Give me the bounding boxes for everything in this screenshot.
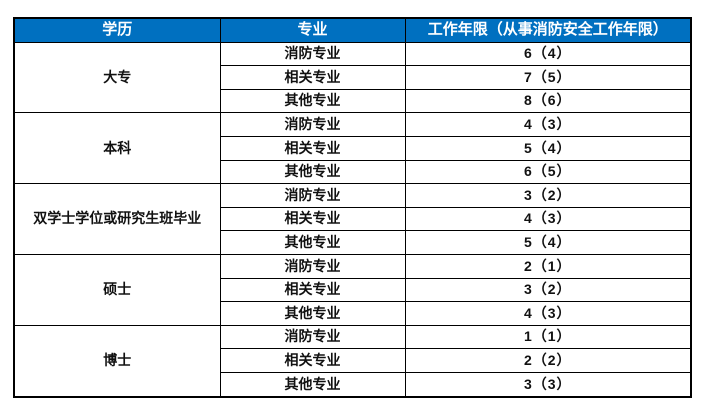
education-cell: 双学士学位或研究生班毕业 [13,183,221,255]
work-years-cell: 5（4） [404,135,692,161]
major-cell: 消防专业 [219,41,406,67]
major-cell: 消防专业 [219,253,406,279]
table-row: 相关专业 5（4） [14,135,692,161]
work-years-cell: 4（3） [404,301,692,326]
major-cell: 相关专业 [219,135,406,161]
work-years-cell: 6（5） [404,159,692,185]
major-cell: 其他专业 [219,230,406,255]
major-cell: 消防专业 [219,112,406,137]
education-cell: 大专 [13,41,221,114]
work-years-cell: 4（3） [404,112,692,137]
work-years-cell: 8（6） [404,88,692,114]
table-row: 相关专业 4（3） [14,206,692,232]
table-row: 其他专业 8（6） [14,88,692,114]
header-work-years: 工作年限（从事消防安全工作年限） [404,17,692,43]
education-cell: 硕士 [13,253,221,326]
header-education: 学历 [13,17,221,43]
work-years-cell: 5（4） [404,230,692,255]
work-years-cell: 2（2） [404,348,692,373]
major-cell: 其他专业 [219,301,406,326]
qualification-requirements-table: 学历 专业 工作年限（从事消防安全工作年限） 大专 消防专业 6（4） 相关专业 7（5… [13,17,692,398]
table-row: 其他专业 6（5） [14,159,692,185]
header-major: 专业 [219,17,406,43]
major-cell: 相关专业 [219,206,406,232]
work-years-cell: 3（2） [404,277,692,303]
table-row: 其他专业 5（4） [14,230,692,255]
table-row: 硕士 消防专业 2（1） [13,253,692,326]
table-row: 其他专业 3（3） [14,371,692,398]
work-years-cell: 7（5） [404,65,692,90]
work-years-cell: 3（3） [404,371,692,398]
major-cell: 消防专业 [219,324,406,350]
table-row: 本科 消防专业 4（3） [13,112,692,185]
major-cell: 相关专业 [219,65,406,90]
education-cell: 博士 [13,324,221,398]
table-row: 相关专业 7（5） [14,65,692,90]
major-cell: 其他专业 [219,371,406,398]
major-cell: 相关专业 [219,277,406,303]
work-years-cell: 1（1） [404,324,692,350]
education-cell: 本科 [13,112,221,185]
work-years-cell: 3（2） [404,183,692,208]
major-cell: 消防专业 [219,183,406,208]
work-years-cell: 4（3） [404,206,692,232]
major-cell: 相关专业 [219,348,406,373]
table-body: 大专 消防专业 6（4） 相关专业 7（5） 其他专业 8（6） 本科 消防专业 4（3） 相关专业… [13,41,692,398]
work-years-cell: 2（1） [404,253,692,279]
header-row: 学历 专业 工作年限（从事消防安全工作年限） [13,17,692,43]
work-years-cell: 6（4） [404,41,692,67]
table-row: 大专 消防专业 6（4） [13,41,692,114]
table-row: 博士 消防专业 1（1） [13,324,692,398]
table-row: 其他专业 4（3） [14,301,692,326]
major-cell: 其他专业 [219,88,406,114]
major-cell: 其他专业 [219,159,406,185]
table-row: 相关专业 3（2） [14,277,692,303]
table-row: 双学士学位或研究生班毕业 消防专业 3（2） [13,183,692,255]
